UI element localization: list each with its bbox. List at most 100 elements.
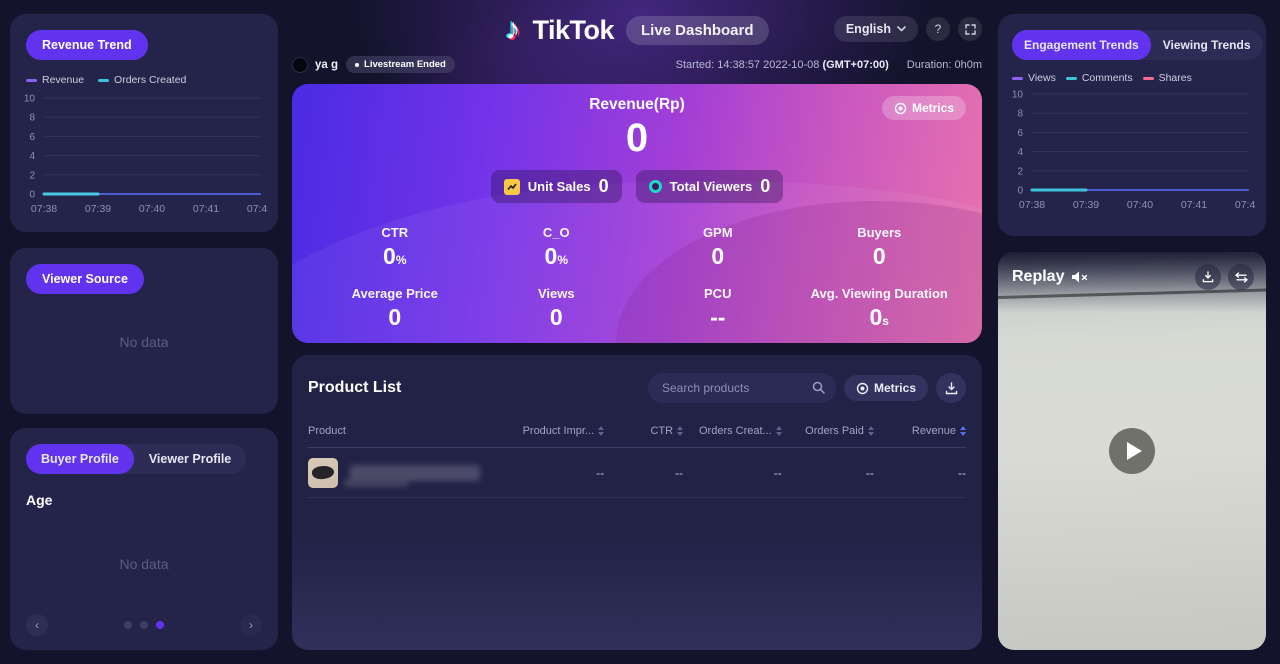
legend-item: Orders Created <box>98 74 186 86</box>
export-download-button[interactable] <box>936 373 966 403</box>
muted-speaker-icon[interactable] <box>1071 270 1088 284</box>
svg-text:07:41: 07:41 <box>1181 199 1207 211</box>
metrics-target-icon <box>856 382 869 394</box>
revenue-trend-button[interactable]: Revenue Trend <box>26 30 148 60</box>
svg-text:07:39: 07:39 <box>1073 199 1099 211</box>
unit-sales-chart-icon <box>503 178 520 195</box>
revenue-trend-chart: 10 8 6 4 2 0 07:38 07:39 07:40 07:41 07:42 <box>24 94 268 216</box>
svg-text:4: 4 <box>1017 147 1023 158</box>
col-header-revenue: Revenue <box>874 425 966 437</box>
hero-pills: Unit Sales 0 Total Viewers 0 <box>292 170 982 203</box>
svg-text:10: 10 <box>1012 90 1024 101</box>
svg-text:07:39: 07:39 <box>85 203 111 215</box>
replay-swap-button[interactable] <box>1228 264 1254 290</box>
svg-text:6: 6 <box>29 132 35 143</box>
legend-item: Revenue <box>26 74 84 86</box>
svg-text:8: 8 <box>1017 109 1023 120</box>
livestream-status-badge: Livestream Ended <box>346 56 455 73</box>
status-row: ya g Livestream Ended Started: 14:38:57 … <box>292 56 982 73</box>
viewers-ring-icon <box>648 180 662 193</box>
svg-text:07:38: 07:38 <box>31 203 57 215</box>
sort-control[interactable] <box>867 426 874 436</box>
unit-sales-label: Unit Sales <box>527 179 591 194</box>
sort-control[interactable] <box>598 426 605 436</box>
sort-control[interactable] <box>677 426 684 436</box>
duration-label: Duration: 0h0m <box>906 58 982 71</box>
total-viewers-value: 0 <box>760 176 771 196</box>
language-dropdown[interactable]: English <box>833 16 918 42</box>
cell-orders-paid: -- <box>865 465 874 480</box>
carousel-next-button[interactable]: › <box>240 614 262 636</box>
svg-text:10: 10 <box>24 94 36 105</box>
stat-buyers: Buyers 0 <box>857 225 902 269</box>
metrics-label: Metrics <box>911 101 954 115</box>
col-header-product: Product <box>308 425 346 437</box>
stat-ctr: CTR 0% <box>381 225 409 269</box>
carousel-dot[interactable] <box>140 621 148 629</box>
brand-title: TikTok <box>532 14 614 45</box>
stat-views: Views 0 <box>537 286 575 330</box>
legend-label: Views <box>1028 72 1056 84</box>
viewer-source-empty-text: No data <box>119 334 169 350</box>
product-table-header: Product Product Impr... CTR Orders Creat… <box>308 425 966 448</box>
sort-control[interactable] <box>775 426 782 436</box>
svg-text:07:38: 07:38 <box>1019 199 1045 211</box>
metrics-target-icon <box>894 102 907 114</box>
revenue-title: Revenue(Rp) <box>589 96 685 113</box>
sort-control-active[interactable] <box>959 426 966 436</box>
svg-text:4: 4 <box>29 151 35 162</box>
engagement-chart: 10 8 6 4 2 0 07:38 07:39 07:40 07:41 07:42 <box>1012 90 1256 212</box>
legend-item: Shares <box>1142 72 1192 84</box>
center-column: ♪ TikTok Live Dashboard English ? ya g L… <box>292 0 982 664</box>
fullscreen-button[interactable] <box>958 17 982 41</box>
legend-label: Orders Created <box>114 74 187 86</box>
col-header-orders-paid: Orders Paid <box>782 425 874 437</box>
legend-swatch <box>98 78 110 82</box>
svg-text:2: 2 <box>1017 166 1023 177</box>
product-list-panel: Product List Metrics <box>292 355 982 650</box>
tiktok-note-icon: ♪ <box>505 13 521 46</box>
legend-item: Comments <box>1065 72 1133 84</box>
unit-sales-value: 0 <box>598 176 609 196</box>
col-header-orders-created: Orders Creat... <box>683 425 782 437</box>
legend-swatch <box>1012 76 1023 80</box>
table-row[interactable]: -- -- -- -- -- <box>308 448 966 498</box>
svg-text:0: 0 <box>1017 186 1023 197</box>
unit-sales-pill[interactable]: Unit Sales 0 <box>490 170 622 203</box>
play-button[interactable] <box>1109 428 1155 474</box>
language-label: English <box>845 22 891 36</box>
started-time: Started: 14:38:57 2022-10-08 (GMT+07:00) <box>675 58 889 71</box>
help-button[interactable]: ? <box>926 17 950 41</box>
viewer-source-panel: Viewer Source No data <box>10 248 278 414</box>
replay-download-button[interactable] <box>1195 264 1221 290</box>
carousel-prev-button[interactable]: ‹ <box>26 614 48 636</box>
replay-title: Replay <box>1012 268 1065 285</box>
svg-text:0: 0 <box>29 190 35 201</box>
col-header-impressions: Product Impr... <box>492 425 605 437</box>
product-name-redacted <box>344 464 480 487</box>
replay-panel: Replay <box>998 252 1266 650</box>
tab-viewer-profile[interactable]: Viewer Profile <box>148 452 232 466</box>
search-input[interactable] <box>647 373 836 403</box>
total-viewers-pill[interactable]: Total Viewers 0 <box>635 170 784 203</box>
cell-impressions: -- <box>596 465 605 480</box>
tab-viewing-trends[interactable]: Viewing Trends <box>1162 38 1251 52</box>
age-section-title: Age <box>26 492 53 508</box>
revenue-trend-panel: Revenue Trend Revenue Orders Created 10 8… <box>10 14 278 232</box>
product-list-metrics-button[interactable]: Metrics <box>843 375 928 401</box>
tab-engagement-trends[interactable]: Engagement Trends <box>1012 30 1151 60</box>
search-icon[interactable] <box>812 381 825 394</box>
carousel-dot-active[interactable] <box>156 621 164 629</box>
hero-stats-grid: CTR 0% C_O 0% GPM 0 Buyers 0 Average Pri… <box>292 225 982 331</box>
engagement-panel: Engagement Trends Viewing Trends Views C… <box>998 14 1266 236</box>
carousel-dot[interactable] <box>124 621 132 629</box>
play-icon <box>1126 442 1142 460</box>
streamer-username: ya g <box>315 58 339 71</box>
col-header-ctr: CTR <box>604 425 684 437</box>
stat-average-price: Average Price 0 <box>351 286 438 330</box>
stat-pcu: PCU -- <box>704 286 732 330</box>
expand-icon <box>964 23 976 35</box>
hero-metrics-button[interactable]: Metrics <box>881 96 966 120</box>
viewer-source-button[interactable]: Viewer Source <box>26 264 144 294</box>
tab-buyer-profile[interactable]: Buyer Profile <box>26 444 134 474</box>
